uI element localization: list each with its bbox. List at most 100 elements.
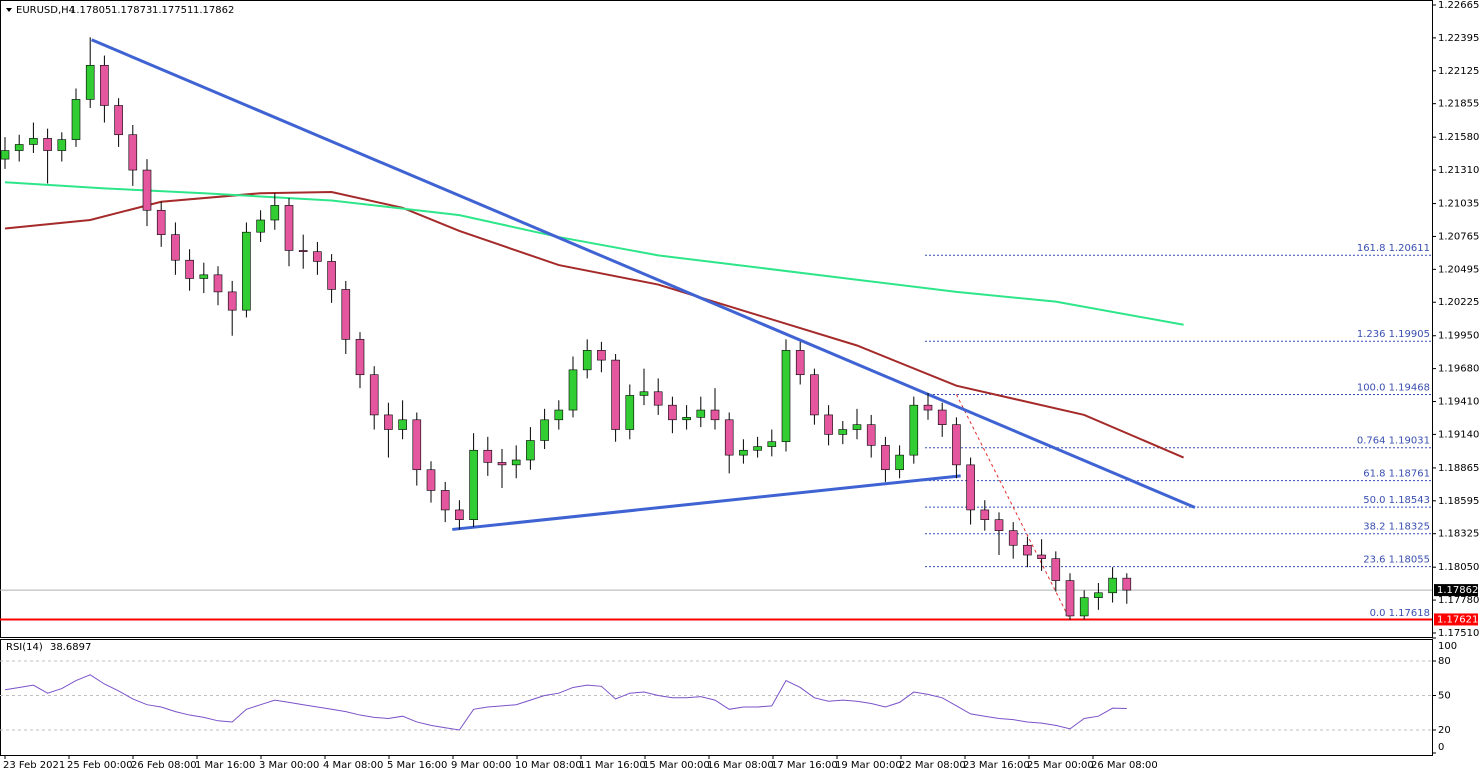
y-tick-label: 1.21580: [1438, 132, 1479, 143]
candle-body: [1037, 554, 1046, 559]
candle-body: [639, 391, 649, 396]
fib-label: 0.0 1.17618: [1370, 608, 1430, 619]
candle-body: [199, 274, 209, 279]
y-tick-label: 1.19410: [1438, 397, 1479, 408]
rsi-line: [4, 674, 1127, 731]
y-tick-label: 1.17510: [1438, 628, 1479, 639]
candle-body: [355, 339, 365, 376]
candle-body: [185, 259, 194, 279]
y-tick-label: 1.21310: [1438, 165, 1479, 176]
x-tick-label: 26 Feb 08:00: [131, 760, 197, 771]
moving-average: [4, 181, 1184, 326]
y-tick-label: 1.17780: [1438, 595, 1479, 606]
x-tick-label: 1 Mar 16:00: [195, 760, 255, 771]
trendline: [91, 38, 1196, 509]
candle-body: [966, 464, 975, 511]
candle-body: [469, 449, 478, 520]
x-tick-label: 11 Mar 16:00: [579, 760, 646, 771]
candle-body: [511, 459, 521, 466]
candle-body: [1108, 577, 1117, 594]
price-box: [1434, 584, 1478, 597]
x-tick-label: 10 Mar 08:00: [515, 760, 582, 771]
fib-label: 61.8 1.18761: [1363, 469, 1430, 480]
candle-body: [824, 414, 833, 435]
candle-body: [398, 419, 407, 430]
y-tick-label: 1.19950: [1438, 331, 1479, 342]
candle-body: [1023, 544, 1032, 556]
x-tick-label: 16 Mar 08:00: [707, 760, 774, 771]
candle-body: [57, 139, 67, 151]
y-tick-label: 1.18050: [1438, 562, 1479, 573]
x-tick-label: 25 Feb 00:00: [67, 760, 133, 771]
candle-body: [937, 409, 947, 425]
y-tick-label: 1.21855: [1438, 99, 1479, 110]
x-tick-label: 19 Mar 00:00: [835, 760, 902, 771]
y-tick-label: 1.18595: [1438, 496, 1479, 507]
candle-body: [213, 274, 223, 293]
y-tick-label: 1.22395: [1438, 33, 1479, 44]
candle-body: [611, 359, 620, 430]
candle-body: [1051, 558, 1061, 581]
x-tick-label: 4 Mar 08:00: [323, 760, 383, 771]
x-tick-label: 23 Mar 16:00: [963, 760, 1030, 771]
rsi-tick-label: 0: [1438, 742, 1444, 753]
candle-body: [270, 205, 280, 221]
rsi-tick-label: 80: [1438, 656, 1451, 667]
candle-body: [284, 205, 294, 251]
candle-body: [554, 409, 564, 421]
rsi-tick-label: 20: [1438, 725, 1451, 736]
quote-value: 1.17862: [193, 5, 234, 16]
candle-body: [440, 490, 450, 511]
candle-body: [1065, 580, 1075, 617]
candle-body: [114, 105, 123, 136]
candle-body: [625, 395, 635, 430]
x-tick-label: 5 Mar 16:00: [387, 760, 447, 771]
quote-value: 1.17805: [70, 5, 111, 16]
x-tick-label: 3 Mar 00:00: [259, 760, 319, 771]
candle-body: [43, 138, 52, 151]
fib-label: 1.236 1.19905: [1357, 329, 1430, 340]
candle-body: [696, 409, 706, 418]
candle-body: [298, 250, 308, 252]
rsi-tick-label: 50: [1438, 691, 1451, 702]
x-tick-label: 26 Mar 08:00: [1091, 760, 1158, 771]
fib-label: 100.0 1.19468: [1357, 382, 1430, 393]
x-tick-label: 23 Feb 2021: [3, 760, 65, 771]
candle-body: [781, 350, 791, 443]
rsi-value: 38.6897: [50, 642, 91, 653]
candle-body: [256, 219, 265, 233]
candle-body: [426, 469, 436, 491]
candle-body: [582, 350, 592, 371]
fib-label: 23.6 1.18055: [1363, 555, 1430, 566]
candle-body: [923, 404, 933, 411]
candle-body: [242, 231, 251, 311]
y-tick-label: 1.20765: [1438, 231, 1479, 242]
x-tick-label: 9 Mar 00:00: [451, 760, 511, 771]
symbol: EURUSD,H4: [16, 5, 75, 16]
candle-body: [810, 374, 819, 416]
candle-body: [497, 462, 507, 466]
candle-body: [526, 440, 535, 461]
candle-body: [540, 419, 549, 441]
fib-label: 38.2 1.18325: [1363, 522, 1430, 533]
y-tick-label: 1.20225: [1438, 297, 1479, 308]
rsi-name: RSI(14): [6, 642, 43, 653]
price-box-label: 1.17862: [1437, 585, 1478, 596]
quote-value: 1.17873: [111, 5, 152, 16]
y-tick-label: 1.18325: [1438, 529, 1479, 540]
candle-body: [866, 424, 876, 446]
candle-body: [653, 391, 663, 406]
x-tick-label: 15 Mar 00:00: [643, 760, 710, 771]
moving-average: [4, 190, 1184, 459]
candle-body: [980, 509, 990, 520]
price-box-label: 1.17621: [1437, 614, 1478, 625]
candle-body: [1008, 530, 1018, 546]
candle-body: [909, 404, 919, 456]
candle-body: [952, 424, 961, 466]
candle-body: [568, 369, 578, 411]
candle-body: [994, 519, 1004, 531]
candle-body: [852, 424, 862, 430]
price-box: [1434, 613, 1478, 626]
candle-body: [227, 291, 237, 311]
